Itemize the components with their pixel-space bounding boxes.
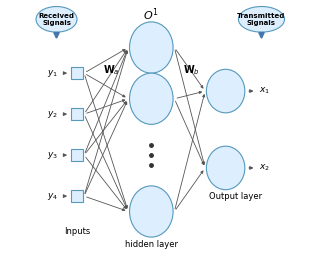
Ellipse shape [129, 22, 173, 73]
FancyBboxPatch shape [71, 67, 83, 79]
Text: $O^1$: $O^1$ [143, 6, 159, 23]
Text: Output layer: Output layer [209, 192, 262, 201]
Text: $x_2$: $x_2$ [259, 163, 270, 173]
FancyBboxPatch shape [71, 190, 83, 202]
Text: Transmitted
Signals: Transmitted Signals [237, 13, 286, 26]
Ellipse shape [206, 146, 245, 190]
Ellipse shape [129, 73, 173, 124]
Text: $\mathbf{W}_a$: $\mathbf{W}_a$ [103, 64, 120, 77]
Ellipse shape [129, 186, 173, 237]
Ellipse shape [206, 69, 245, 113]
Text: $\mathbf{W}_b$: $\mathbf{W}_b$ [183, 64, 199, 77]
Ellipse shape [238, 6, 285, 32]
Text: $x_1$: $x_1$ [259, 86, 270, 96]
FancyBboxPatch shape [71, 149, 83, 161]
Text: Inputs: Inputs [64, 227, 90, 236]
Text: $y_2$: $y_2$ [47, 109, 59, 120]
Text: Received
Signals: Received Signals [38, 13, 74, 26]
Text: $y_3$: $y_3$ [47, 150, 59, 161]
FancyBboxPatch shape [71, 108, 83, 120]
Text: $y_1$: $y_1$ [47, 68, 59, 79]
Ellipse shape [36, 6, 77, 32]
Text: hidden layer: hidden layer [125, 240, 178, 249]
Text: $y_4$: $y_4$ [47, 191, 59, 202]
